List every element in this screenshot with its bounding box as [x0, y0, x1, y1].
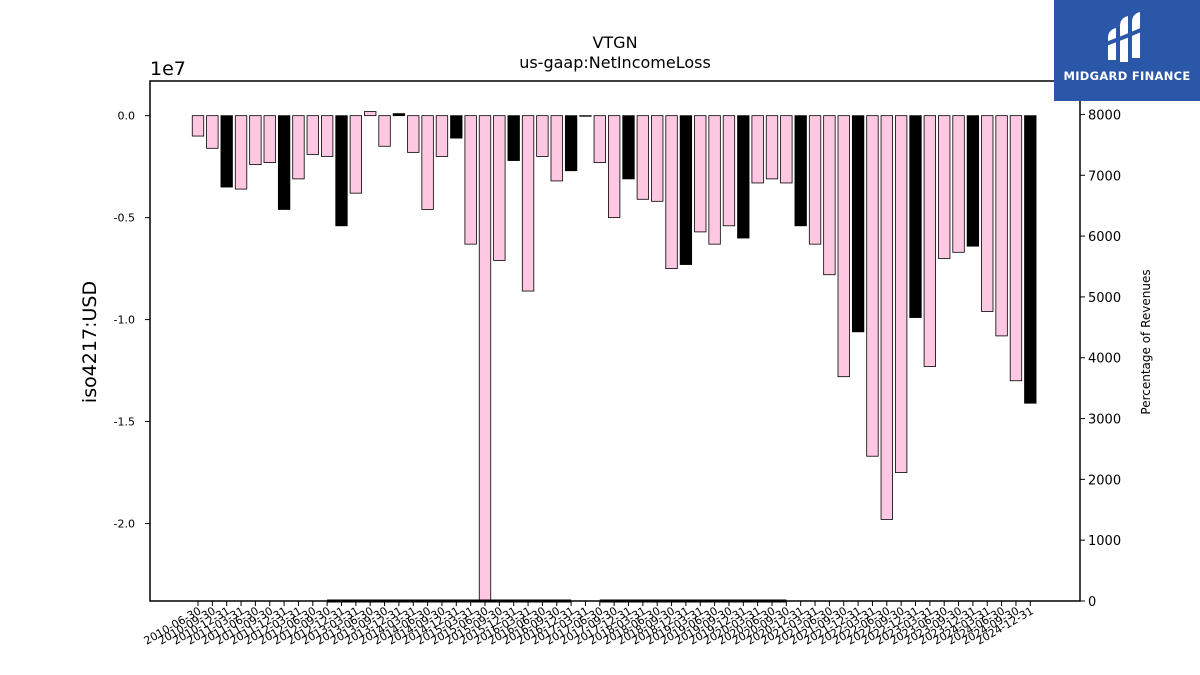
bar-2024-06-30 — [995, 115, 1008, 337]
bar-2012-03-31 — [292, 115, 305, 180]
bar-2016-06-30 — [536, 115, 549, 157]
bar-2013-12-31 — [392, 113, 406, 117]
bar-2022-03-31 — [866, 115, 879, 457]
y2-tick-label: 3000 — [1088, 413, 1121, 428]
bar-2018-09-30 — [665, 115, 678, 270]
y-tick-label: -1.5 — [114, 416, 135, 429]
y-tick-label: -2.0 — [114, 518, 135, 531]
bar-2021-06-30 — [823, 115, 836, 276]
y-offset-label: 1e7 — [150, 58, 186, 80]
bar-2021-09-30 — [837, 115, 850, 378]
bar-2017-06-30 — [593, 115, 606, 163]
y2-tick-label: 8000 — [1088, 108, 1121, 123]
ratio-line-group — [327, 599, 787, 603]
bar-2016-09-30 — [550, 115, 563, 182]
bar-2015-09-30 — [493, 115, 506, 261]
bar-2013-03-31 — [349, 115, 363, 194]
bar-2018-03-31 — [636, 115, 649, 200]
brand-logo: MIDGARD FINANCE — [1054, 0, 1200, 101]
bar-2014-12-31 — [450, 115, 463, 139]
midgard-logo-icon — [1105, 12, 1151, 62]
y2-tick-label: 4000 — [1088, 352, 1121, 367]
bar-2014-03-31 — [407, 115, 420, 153]
bar-2014-06-30 — [421, 115, 434, 210]
bar-2024-09-30 — [1009, 115, 1023, 382]
bar-2011-09-30 — [263, 115, 276, 163]
y-tick-label: 0.0 — [118, 110, 136, 123]
bar-2023-12-31 — [966, 115, 980, 247]
bar-2013-09-30 — [378, 115, 391, 147]
bar-2016-03-31 — [521, 115, 535, 292]
bar-2021-12-31 — [851, 115, 865, 333]
bar-2020-09-30 — [780, 115, 793, 184]
y2-tick-label: 2000 — [1088, 473, 1121, 488]
bar-2010-06-30 — [191, 115, 205, 137]
y2-axis-label: Percentage of Revenues — [1139, 269, 1153, 414]
bar-2012-09-30 — [320, 115, 334, 157]
bar-2011-12-31 — [277, 115, 291, 210]
y2-tick-label: 1000 — [1088, 534, 1121, 549]
bar-2019-03-31 — [694, 115, 707, 233]
bar-2020-06-30 — [765, 115, 779, 180]
bar-2017-09-30 — [608, 115, 621, 219]
bar-2024-03-31 — [981, 115, 994, 312]
bar-2020-12-31 — [794, 115, 807, 227]
bar-2022-12-31 — [909, 115, 922, 318]
chart-subtitle: us-gaap:NetIncomeLoss — [519, 53, 711, 72]
bar-2021-03-31 — [808, 115, 822, 245]
bar-2017-03-31 — [579, 115, 592, 117]
bar-2010-09-30 — [206, 115, 219, 149]
bar-2017-12-31 — [622, 115, 635, 180]
bar-2018-12-31 — [679, 115, 693, 265]
bar-2019-09-30 — [722, 115, 736, 227]
y2-tick-label: 7000 — [1088, 169, 1121, 184]
brand-logo-text: MIDGARD FINANCE — [1063, 69, 1191, 83]
chart-title: VTGN — [592, 33, 637, 52]
bar-2023-09-30 — [952, 115, 965, 253]
bar-2010-12-31 — [220, 115, 233, 188]
y2-tick-label: 6000 — [1088, 230, 1121, 245]
bar-2023-06-30 — [938, 115, 951, 259]
y-tick-label: -0.5 — [114, 212, 135, 225]
bar-2011-06-30 — [249, 115, 262, 166]
bar-group — [191, 111, 1037, 602]
bar-2022-09-30 — [895, 115, 908, 473]
bar-2019-06-30 — [708, 115, 721, 245]
bar-2015-12-31 — [507, 115, 520, 161]
bar-2015-03-31 — [464, 115, 477, 245]
bar-2012-12-31 — [335, 115, 348, 227]
bar-2011-03-31 — [234, 115, 248, 190]
bar-2012-06-30 — [306, 115, 319, 155]
bar-2013-06-30 — [364, 111, 377, 117]
bar-2014-09-30 — [435, 115, 449, 157]
y-tick-label: -1.0 — [114, 314, 135, 327]
bar-2020-03-31 — [751, 115, 764, 184]
axes-group: 0.0 -0.5 -1.0 -1.5 -2.0 0 1000 2000 3000 4000 5000… — [114, 108, 1122, 647]
bar-2015-06-30 — [478, 115, 492, 602]
bar-2022-06-30 — [880, 115, 893, 520]
bar-2018-06-30 — [651, 115, 664, 202]
bar-2016-12-31 — [564, 115, 578, 172]
plot-frame — [149, 80, 1081, 602]
bar-2024-12-31 — [1024, 115, 1037, 404]
y-axis-label: iso4217:USD — [79, 281, 101, 403]
bar-2019-12-31 — [737, 115, 750, 239]
y2-tick-label: 0 — [1088, 595, 1096, 610]
y2-tick-label: 5000 — [1088, 291, 1121, 306]
bar-2023-03-31 — [923, 115, 936, 367]
